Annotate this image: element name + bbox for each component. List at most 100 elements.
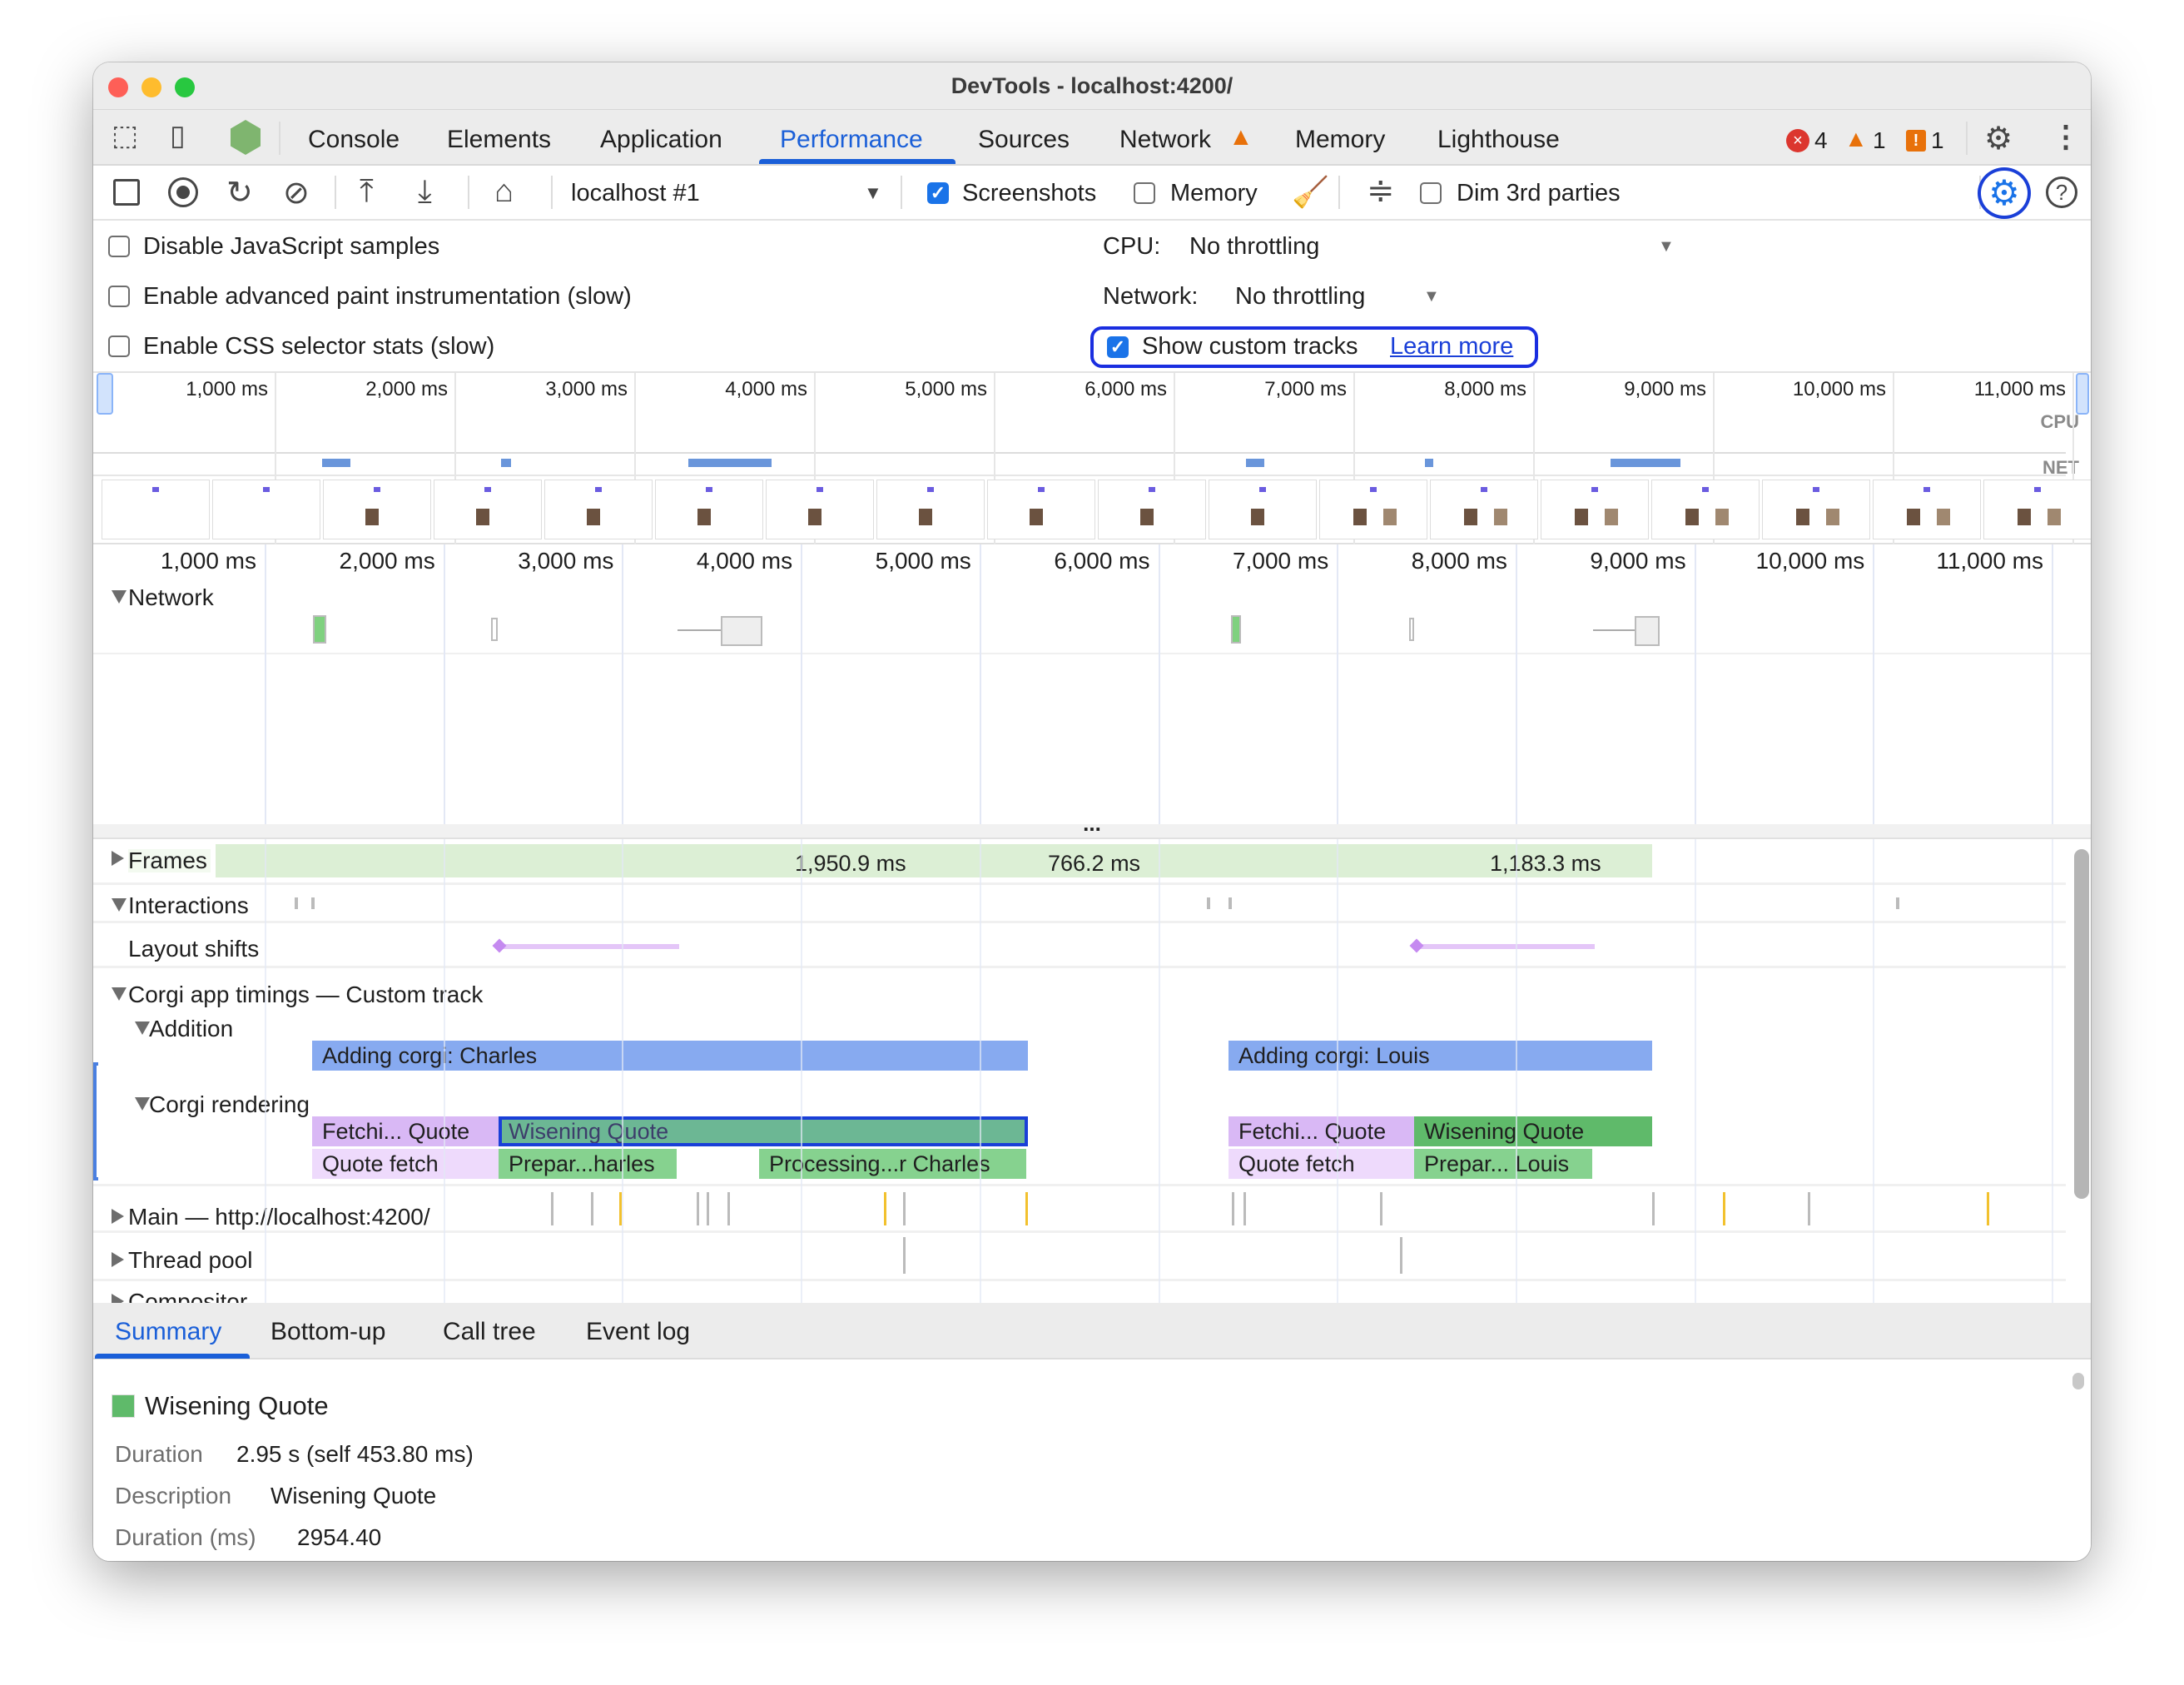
- warning-count[interactable]: 1: [1873, 127, 1886, 153]
- upload-profile-icon[interactable]: ⤒: [360, 174, 374, 209]
- show-custom-tracks-checkbox[interactable]: ✓: [1107, 336, 1129, 358]
- main-thread-event[interactable]: [727, 1192, 730, 1225]
- addition-expand-icon[interactable]: [135, 1021, 150, 1039]
- screenshots-label[interactable]: Screenshots: [962, 180, 1097, 206]
- learn-more-link[interactable]: Learn more: [1390, 333, 1514, 360]
- main-thread-event[interactable]: [1380, 1192, 1382, 1225]
- garbage-collect-broom-icon[interactable]: 🧹: [1292, 175, 1329, 209]
- screenshot-thumbnail[interactable]: [1430, 480, 1538, 539]
- flame-event-preparing-louis[interactable]: Prepar... Louis: [1414, 1149, 1592, 1179]
- tab-call-tree[interactable]: Call tree: [443, 1318, 536, 1345]
- thread-pool-event[interactable]: [1400, 1237, 1402, 1274]
- network-chevron-down-icon[interactable]: ▼: [1423, 287, 1440, 306]
- close-window-button[interactable]: [108, 77, 128, 97]
- dim-3rd-parties-label[interactable]: Dim 3rd parties: [1457, 180, 1621, 206]
- screenshot-thumbnail[interactable]: [212, 480, 320, 539]
- network-request[interactable]: [1409, 618, 1414, 641]
- addition-group-label[interactable]: Addition: [149, 1016, 234, 1041]
- main-thread-event[interactable]: [707, 1192, 709, 1225]
- main-thread-event[interactable]: [884, 1192, 886, 1225]
- tab-console[interactable]: Console: [308, 126, 400, 153]
- inspect-element-icon[interactable]: ⬚: [112, 120, 139, 152]
- screenshot-thumbnail[interactable]: [987, 480, 1095, 539]
- thread-pool-event[interactable]: [903, 1237, 906, 1274]
- toggle-sidebar-icon[interactable]: [113, 179, 140, 206]
- main-thread-event[interactable]: [1987, 1192, 1989, 1225]
- flame-event-fetching-quote[interactable]: Fetchi... Quote: [312, 1116, 499, 1146]
- screenshot-thumbnail[interactable]: [1098, 480, 1206, 539]
- disable-js-samples-checkbox[interactable]: [108, 236, 130, 257]
- tab-elements[interactable]: Elements: [447, 126, 552, 153]
- flame-event-adding-corgi-louis[interactable]: Adding corgi: Louis: [1228, 1041, 1652, 1071]
- advanced-paint-checkbox[interactable]: [108, 286, 130, 307]
- network-request[interactable]: [1635, 616, 1660, 646]
- main-thread-event[interactable]: [1723, 1192, 1725, 1225]
- frames-track-label[interactable]: Frames: [128, 849, 211, 872]
- css-selector-stats-label[interactable]: Enable CSS selector stats (slow): [143, 333, 495, 360]
- network-request[interactable]: [1231, 615, 1241, 644]
- screenshot-thumbnail[interactable]: [434, 480, 542, 539]
- custom-track-expand-icon[interactable]: [112, 987, 127, 1005]
- main-thread-event[interactable]: [1808, 1192, 1810, 1225]
- network-request[interactable]: [313, 615, 326, 644]
- thread-pool-track-label[interactable]: Thread pool: [128, 1247, 253, 1273]
- screenshot-thumbnail[interactable]: [102, 480, 210, 539]
- timeline-overview[interactable]: CPU NET 1,000 ms 2,000 ms 3,000 ms 4,000 ms…: [93, 373, 2091, 544]
- show-custom-tracks-label[interactable]: Show custom tracks: [1142, 333, 1358, 360]
- frames-expand-icon[interactable]: [112, 851, 124, 870]
- screenshot-thumbnail[interactable]: [655, 480, 763, 539]
- interactions-track-label[interactable]: Interactions: [128, 892, 249, 918]
- screenshot-thumbnail[interactable]: [876, 480, 985, 539]
- screenshot-thumbnail[interactable]: [1873, 480, 1981, 539]
- flame-event-preparing-charles[interactable]: Prepar...harles: [499, 1149, 677, 1179]
- clear-icon[interactable]: ⊘: [283, 176, 310, 211]
- maximize-window-button[interactable]: [175, 77, 195, 97]
- network-throttling-select[interactable]: No throttling: [1235, 283, 1366, 310]
- custom-track-label[interactable]: Corgi app timings — Custom track: [128, 982, 484, 1007]
- layout-shift-cluster[interactable]: [499, 944, 679, 949]
- main-thread-track-label[interactable]: Main — http://localhost:4200/: [128, 1204, 430, 1230]
- main-expand-icon[interactable]: [112, 1209, 124, 1228]
- track-resizer[interactable]: ...: [93, 813, 2091, 839]
- dim-3rd-parties-checkbox[interactable]: [1420, 182, 1442, 204]
- tab-lighthouse[interactable]: Lighthouse: [1437, 126, 1560, 153]
- disable-js-samples-label[interactable]: Disable JavaScript samples: [143, 233, 440, 260]
- tab-application[interactable]: Application: [600, 126, 722, 153]
- flame-event-wisening-quote[interactable]: Wisening Quote: [1414, 1116, 1652, 1146]
- cpu-chevron-down-icon[interactable]: ▼: [1658, 237, 1675, 256]
- flame-event-adding-corgi-charles[interactable]: Adding corgi: Charles: [312, 1041, 1028, 1071]
- layout-shift-marker[interactable]: [492, 938, 507, 953]
- frames-bar[interactable]: [216, 844, 1652, 877]
- screenshot-thumbnail[interactable]: [544, 480, 653, 539]
- tab-performance[interactable]: Performance: [780, 126, 923, 153]
- screenshot-thumbnail[interactable]: [1651, 480, 1760, 539]
- issues-count[interactable]: 1: [1931, 127, 1944, 153]
- layout-shift-marker[interactable]: [1409, 938, 1424, 953]
- main-thread-event[interactable]: [697, 1192, 699, 1225]
- collapse-tracks-icon[interactable]: ≑: [1367, 172, 1395, 209]
- flame-event-processing-charles[interactable]: Processing...r Charles: [759, 1149, 1026, 1179]
- flame-event-fetching-quote[interactable]: Fetchi... Quote: [1228, 1116, 1414, 1146]
- screenshot-thumbnail[interactable]: [1983, 480, 2091, 539]
- network-expand-icon[interactable]: [112, 590, 127, 608]
- screenshot-thumbnail[interactable]: [1762, 480, 1870, 539]
- main-thread-event[interactable]: [903, 1192, 906, 1225]
- network-request[interactable]: [721, 616, 762, 646]
- help-icon[interactable]: ?: [2046, 176, 2077, 208]
- main-thread-event[interactable]: [1652, 1192, 1655, 1225]
- screenshot-thumbnail[interactable]: [1319, 480, 1427, 539]
- network-request[interactable]: [491, 618, 498, 641]
- chevron-down-icon[interactable]: ▼: [864, 182, 882, 203]
- corgi-rendering-group-label[interactable]: Corgi rendering: [149, 1091, 310, 1117]
- resizer-dots[interactable]: ...: [1083, 811, 1101, 836]
- tracks-scrollbar[interactable]: [2074, 849, 2089, 1199]
- main-thread-event[interactable]: [1232, 1192, 1234, 1225]
- record-button[interactable]: [168, 177, 198, 207]
- advanced-paint-label[interactable]: Enable advanced paint instrumentation (s…: [143, 283, 632, 310]
- thread-pool-expand-icon[interactable]: [112, 1252, 124, 1271]
- flame-event-wisening-quote-selected[interactable]: Wisening Quote: [499, 1116, 1028, 1146]
- compositor-track-label[interactable]: Compositor: [128, 1289, 248, 1304]
- screenshot-thumbnail[interactable]: [323, 480, 431, 539]
- details-scrollbar[interactable]: [2072, 1373, 2084, 1389]
- device-toolbar-icon[interactable]: ▯: [170, 120, 186, 152]
